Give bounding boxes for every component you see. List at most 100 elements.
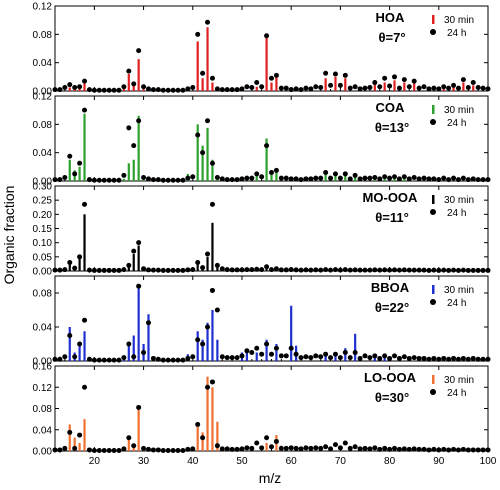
legend-dot-swatch [430, 209, 436, 215]
point-24h [205, 251, 211, 257]
x-tick-label: 60 [286, 456, 298, 467]
point-24h [224, 177, 230, 183]
point-24h [209, 287, 215, 293]
point-24h [372, 267, 378, 273]
point-24h [332, 442, 338, 448]
point-24h [470, 176, 476, 182]
point-24h [259, 174, 265, 180]
point-24h [387, 175, 393, 181]
point-24h [234, 87, 240, 93]
point-24h [446, 267, 452, 273]
point-24h [293, 351, 299, 357]
panel-angle: θ=22° [375, 300, 409, 315]
point-24h [77, 341, 83, 347]
point-24h [82, 107, 88, 113]
point-24h [387, 446, 393, 452]
panel-frame [54, 95, 489, 182]
point-24h [244, 84, 250, 90]
y-tick-label: 0.12 [33, 383, 53, 394]
point-24h [141, 84, 147, 90]
point-24h [205, 324, 211, 330]
point-24h [406, 84, 412, 90]
point-24h [150, 355, 156, 361]
legend-bar-swatch [432, 285, 435, 294]
point-24h [485, 267, 491, 273]
point-24h [421, 355, 427, 361]
point-24h [249, 445, 255, 451]
y-tick-label: 0.16 [33, 362, 53, 373]
panel-lo-ooa: 0.00 0.04 0.08 0.12 0.16 20 30 40 50 60 70 80 90 100 L… [33, 362, 497, 468]
legend-dot-swatch [430, 29, 436, 35]
point-24h [259, 445, 265, 451]
point-24h [372, 174, 378, 180]
panel-title: MO-OOA [363, 190, 418, 205]
y-tick-label: 0.12 [33, 2, 53, 13]
panel-frame [54, 275, 489, 362]
point-24h [278, 267, 284, 273]
y-tick-label: 0.08 [33, 404, 53, 415]
point-24h [337, 82, 343, 88]
point-24h [106, 357, 112, 363]
point-24h [283, 353, 289, 359]
point-24h [455, 356, 461, 362]
point-24h [62, 354, 68, 360]
point-24h [303, 354, 309, 360]
panel-bboa: 0.00 0.04 0.08 BBOA θ=22° 30 min 24 h [33, 275, 491, 368]
y-tick-label: 0.15 [33, 224, 53, 235]
point-24h [342, 267, 348, 273]
x-axis-label: m/z [259, 470, 282, 486]
point-24h [357, 446, 363, 452]
point-24h [86, 87, 92, 93]
point-24h [308, 355, 314, 361]
y-tick-label: 0.08 [33, 30, 53, 41]
point-24h [485, 356, 491, 362]
point-24h [470, 80, 476, 85]
point-24h [219, 87, 225, 93]
point-24h [96, 357, 102, 363]
point-24h [273, 72, 279, 78]
point-24h [224, 87, 230, 93]
point-24h [460, 77, 466, 83]
point-24h [170, 447, 176, 453]
point-24h [416, 267, 422, 273]
point-24h [362, 445, 368, 451]
point-24h [347, 445, 353, 451]
point-24h [328, 267, 334, 273]
legend-label-24h: 24 h [447, 298, 466, 309]
y-tick-label: 0.00 [33, 87, 53, 98]
point-24h [313, 267, 319, 273]
point-24h [254, 440, 260, 446]
point-24h [150, 87, 156, 93]
point-24h [465, 356, 471, 362]
point-24h [298, 87, 304, 93]
point-24h [347, 267, 353, 273]
point-24h [239, 353, 245, 359]
point-24h [362, 267, 368, 273]
point-24h [160, 87, 166, 93]
point-24h [141, 266, 147, 272]
point-24h [67, 260, 73, 265]
point-24h [451, 446, 457, 452]
point-24h [91, 267, 97, 273]
point-24h [387, 355, 393, 361]
panel-title: COA [376, 100, 406, 115]
point-24h [62, 267, 68, 273]
point-24h [96, 87, 102, 93]
point-24h [480, 267, 486, 273]
point-24h [185, 446, 191, 452]
point-24h [254, 345, 260, 351]
point-24h [352, 84, 358, 90]
point-24h [145, 446, 151, 452]
point-24h [62, 174, 68, 180]
point-24h [180, 357, 186, 363]
point-24h [362, 175, 368, 181]
point-24h [406, 355, 412, 361]
point-24h [347, 355, 353, 361]
point-24h [411, 78, 417, 84]
point-24h [485, 447, 491, 453]
point-24h [121, 446, 127, 452]
point-24h [293, 176, 299, 182]
point-24h [382, 353, 388, 359]
